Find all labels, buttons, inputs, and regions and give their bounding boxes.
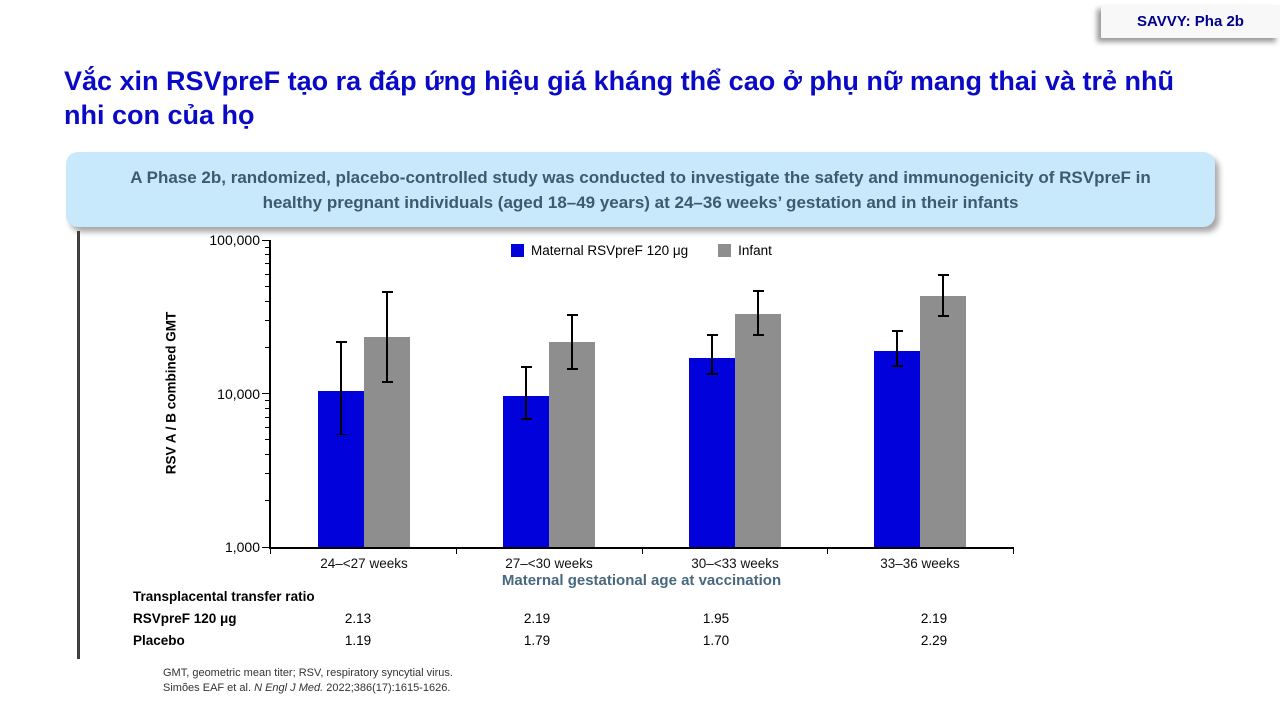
- y-minor-tick: [265, 400, 270, 402]
- y-minor-tick: [265, 427, 270, 429]
- error-bar-cap: [566, 368, 578, 370]
- error-bar-cap: [706, 334, 718, 336]
- journal-name: N Engl J Med.: [254, 682, 324, 694]
- error-bar-cap: [520, 366, 532, 368]
- error-bar-cap: [752, 290, 764, 292]
- x-category-label: 33–36 weeks: [880, 556, 960, 571]
- transfer-ratio-header: Transplacental transfer ratio: [133, 589, 315, 604]
- maternal-bar: [874, 351, 920, 547]
- study-summary-text: A Phase 2b, randomized, placebo-controll…: [130, 167, 1151, 212]
- legend-entry-maternal-label: Maternal RSVpreF 120 μg: [531, 243, 689, 258]
- error-bar-cap: [335, 341, 347, 343]
- y-minor-tick: [265, 416, 270, 418]
- footnote-citation: Simões EAF et al. N Engl J Med. 2022;386…: [163, 682, 451, 694]
- x-tick: [456, 548, 458, 554]
- y-axis-title: RSV A / B combined GMT: [163, 311, 179, 475]
- x-axis-title: Maternal gestational age at vaccination: [501, 572, 782, 589]
- error-bar-cap: [706, 373, 718, 375]
- error-bar-cap: [335, 433, 347, 436]
- footnote-abbreviations: GMT, geometric mean titer; RSV, respirat…: [163, 667, 453, 679]
- y-major-tick: [262, 546, 270, 548]
- x-tick: [269, 548, 271, 554]
- study-badge: SAVVY: Pha 2b: [1101, 5, 1280, 38]
- error-bar-cap: [752, 334, 764, 336]
- ratio-value: 1.95: [702, 611, 730, 626]
- ratio-value: 1.79: [523, 633, 551, 648]
- chart-legend: Maternal RSVpreF 120 μg Infant: [270, 243, 1013, 258]
- legend-entry-infant-label: Infant: [738, 243, 772, 258]
- ratio-value: 2.19: [920, 611, 948, 626]
- error-bar-cap: [937, 274, 949, 276]
- error-bar-line: [340, 342, 342, 435]
- ratio-value: 2.29: [920, 633, 948, 648]
- error-bar-line: [711, 334, 713, 374]
- y-minor-tick: [265, 407, 270, 409]
- error-bar-line: [525, 366, 527, 420]
- x-tick: [827, 548, 829, 554]
- maternal-legend-swatch-icon: [511, 244, 525, 257]
- error-bar-cap: [381, 381, 393, 383]
- maternal-bar: [689, 357, 735, 547]
- x-category-label: 30–<33 weeks: [691, 556, 779, 571]
- y-minor-tick: [265, 273, 270, 275]
- ratio-value: 1.19: [344, 633, 372, 648]
- error-bar-cap: [520, 418, 532, 420]
- y-minor-tick: [265, 439, 270, 441]
- x-category-label: 27–<30 weeks: [505, 556, 593, 571]
- infant-legend-swatch-icon: [718, 244, 732, 257]
- y-minor-tick: [265, 319, 270, 321]
- error-bar-cap: [937, 315, 949, 317]
- y-minor-tick: [265, 454, 270, 456]
- error-bar-cap: [891, 330, 903, 332]
- study-summary-box: A Phase 2b, randomized, placebo-controll…: [66, 152, 1215, 227]
- legend-entry-maternal: Maternal RSVpreF 120 μg: [511, 243, 688, 258]
- y-major-tick: [262, 239, 270, 241]
- y-minor-tick: [265, 300, 270, 302]
- left-accent-rule: [77, 231, 80, 659]
- y-tick-label: 100,000: [209, 232, 260, 248]
- error-bar-line: [942, 275, 944, 316]
- x-axis-line: [269, 547, 1014, 549]
- y-minor-tick: [265, 254, 270, 256]
- x-tick: [641, 548, 643, 554]
- y-minor-tick: [265, 246, 270, 248]
- ratio-value: 1.70: [702, 633, 730, 648]
- row-label-placebo: Placebo: [133, 633, 185, 648]
- error-bar-cap: [891, 365, 903, 367]
- footnote: GMT, geometric mean titer; RSV, respirat…: [163, 666, 453, 696]
- error-bar-line: [757, 291, 759, 336]
- x-category-label: 24–<27 weeks: [320, 556, 408, 571]
- y-major-tick: [262, 393, 270, 395]
- infant-bar: [920, 296, 966, 547]
- infant-bar: [549, 342, 595, 547]
- x-tick: [1012, 548, 1014, 554]
- y-tick-label: 1,000: [224, 539, 260, 555]
- maternal-bar: [503, 396, 549, 547]
- ratio-value: 2.13: [344, 611, 372, 626]
- error-bar-line: [571, 314, 573, 370]
- page-title: Vắc xin RSVpreF tạo ra đáp ứng hiệu giá …: [64, 66, 1174, 131]
- error-bar-cap: [566, 314, 578, 316]
- error-bar-line: [896, 331, 898, 367]
- y-minor-tick: [265, 500, 270, 502]
- infant-bar: [735, 314, 781, 547]
- error-bar-line: [386, 292, 388, 382]
- y-minor-tick: [265, 473, 270, 475]
- row-label-rsvpref: RSVpreF 120 μg: [133, 611, 237, 626]
- y-tick-label: 10,000: [217, 385, 260, 402]
- y-minor-tick: [265, 346, 270, 348]
- error-bar-cap: [381, 291, 393, 293]
- ratio-value: 2.19: [523, 611, 551, 626]
- y-minor-tick: [265, 285, 270, 287]
- study-badge-label: SAVVY: Pha 2b: [1137, 13, 1244, 30]
- legend-entry-infant: Infant: [718, 243, 772, 258]
- y-minor-tick: [265, 263, 270, 265]
